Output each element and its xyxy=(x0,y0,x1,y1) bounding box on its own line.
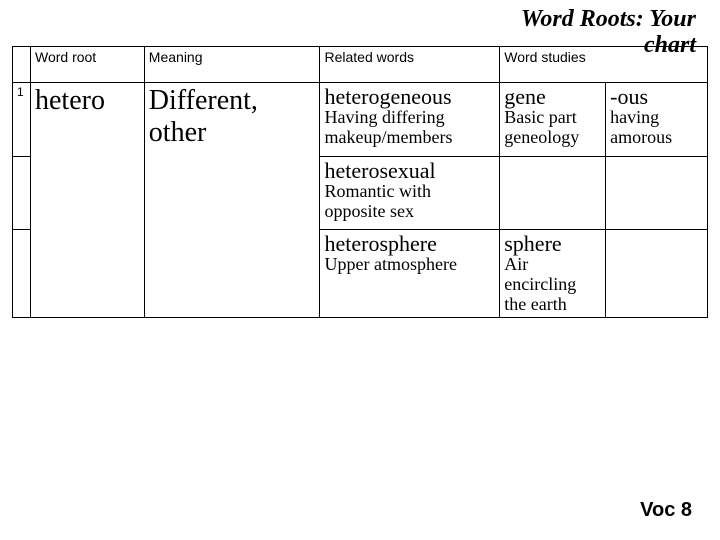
header-root: Word root xyxy=(30,47,144,83)
study-term: -ous xyxy=(610,85,703,108)
cell-studies1-3: sphere Air encircling the earth xyxy=(500,230,606,317)
slide-title-line1: Word Roots: Your xyxy=(521,6,696,32)
row-number: 1 xyxy=(13,83,31,157)
row-number-cont xyxy=(13,156,31,230)
cell-root: hetero xyxy=(30,83,144,318)
study-def: having xyxy=(610,108,703,128)
cell-studies1-1: gene Basic part geneology xyxy=(500,83,606,157)
cell-related-2: heterosexual Romantic with opposite sex xyxy=(320,156,500,230)
study-def: Air encircling the earth xyxy=(504,255,601,314)
study-term: sphere xyxy=(504,232,601,255)
header-related: Related words xyxy=(320,47,500,83)
related-def: Upper atmosphere xyxy=(324,255,495,275)
cell-studies2-1: -ous having amorous xyxy=(606,83,708,157)
related-term: heterosexual xyxy=(324,159,495,182)
related-term: heterogeneous xyxy=(324,85,495,108)
study-def2: amorous xyxy=(610,128,703,148)
cell-studies1-2 xyxy=(500,156,606,230)
study-def2: geneology xyxy=(504,128,601,148)
study-def: Basic part xyxy=(504,108,601,128)
cell-studies2-3 xyxy=(606,230,708,317)
word-meaning: Different, other xyxy=(149,85,258,148)
header-num xyxy=(13,47,31,83)
row-number-cont xyxy=(13,230,31,317)
slide-title-line2: chart xyxy=(644,32,696,58)
cell-related-3: heterosphere Upper atmosphere xyxy=(320,230,500,317)
word-root: hetero xyxy=(35,85,105,116)
cell-meaning: Different, other xyxy=(144,83,320,318)
cell-related-1: heterogeneous Having differing makeup/me… xyxy=(320,83,500,157)
study-term: gene xyxy=(504,85,601,108)
related-def: Romantic with opposite sex xyxy=(324,182,495,222)
slide-title: Word Roots: Your chart xyxy=(521,6,696,59)
header-meaning: Meaning xyxy=(144,47,320,83)
related-def: Having differing makeup/members xyxy=(324,108,495,148)
slide-footer: Voc 8 xyxy=(640,499,692,522)
related-term: heterosphere xyxy=(324,232,495,255)
word-roots-table: Word root Meaning Related words Word stu… xyxy=(12,46,708,318)
table-row: 1 hetero Different, other heterogeneous … xyxy=(13,83,708,157)
cell-studies2-2 xyxy=(606,156,708,230)
